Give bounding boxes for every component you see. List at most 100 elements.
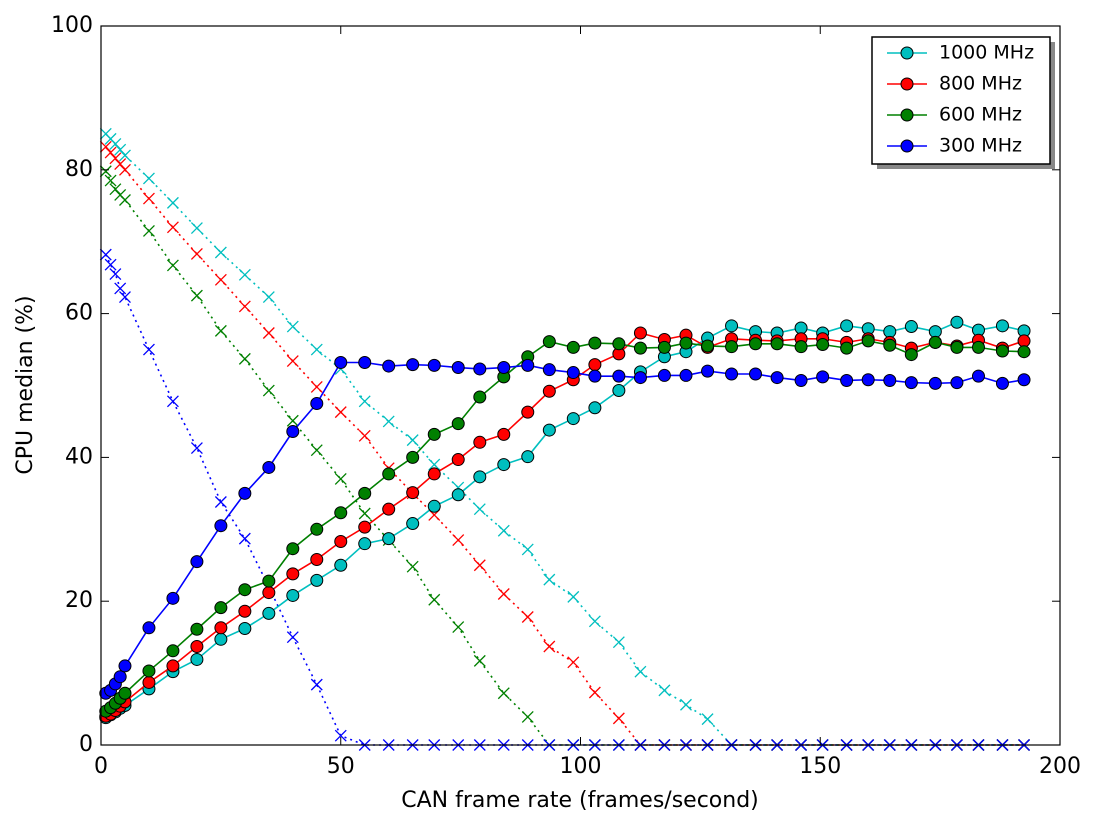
- point: [286, 542, 300, 556]
- point: [310, 396, 324, 410]
- point: [262, 586, 276, 600]
- point: [995, 319, 1009, 333]
- x-marker: [452, 534, 465, 547]
- point: [521, 358, 535, 372]
- point: [633, 371, 647, 385]
- x-tick-label: 200: [1039, 754, 1081, 779]
- point: [816, 370, 830, 384]
- legend-label: 600 MHz: [939, 104, 1022, 126]
- x-marker: [114, 143, 127, 156]
- point: [406, 358, 420, 372]
- x-marker: [262, 384, 275, 397]
- x-marker: [238, 300, 251, 313]
- point: [451, 361, 465, 375]
- point: [358, 537, 372, 551]
- x-marker: [310, 380, 323, 393]
- x-marker: [701, 713, 714, 726]
- x-tick-label: 0: [94, 754, 108, 779]
- x-marker: [358, 507, 371, 520]
- point: [928, 325, 942, 339]
- point: [497, 361, 511, 375]
- x-marker: [521, 543, 534, 556]
- point: [382, 532, 396, 546]
- x-marker: [428, 593, 441, 606]
- point: [473, 470, 487, 484]
- point: [770, 371, 784, 385]
- x-marker: [99, 165, 112, 178]
- legend-marker: [900, 139, 914, 153]
- point: [382, 467, 396, 481]
- legend-marker: [900, 46, 914, 60]
- point: [612, 384, 626, 398]
- x-marker: [166, 196, 179, 209]
- point: [633, 326, 647, 340]
- point: [473, 435, 487, 449]
- point: [473, 390, 487, 404]
- x-marker: [109, 183, 122, 196]
- point: [166, 644, 180, 658]
- y-tick-label: 100: [51, 13, 93, 38]
- x-tick-label: 150: [799, 754, 841, 779]
- point: [816, 338, 830, 352]
- point: [190, 622, 204, 636]
- x-marker: [119, 149, 131, 162]
- legend-marker: [900, 77, 914, 91]
- x-marker: [214, 246, 227, 259]
- x-marker: [334, 729, 347, 742]
- series-line: [105, 133, 1025, 746]
- point: [521, 450, 535, 464]
- point: [840, 341, 854, 355]
- x-marker: [334, 473, 347, 485]
- point: [950, 340, 964, 354]
- point: [358, 486, 372, 500]
- point: [542, 423, 556, 437]
- y-tick-label: 40: [65, 444, 93, 469]
- point: [427, 427, 441, 441]
- x-marker: [214, 273, 227, 286]
- point: [142, 621, 156, 635]
- point: [904, 348, 918, 362]
- point: [566, 412, 580, 426]
- point: [701, 364, 715, 378]
- x-marker: [119, 291, 131, 304]
- point: [262, 606, 276, 620]
- x-marker: [114, 158, 127, 171]
- x-marker: [543, 640, 556, 653]
- x-marker: [428, 458, 441, 471]
- x-marker: [473, 503, 486, 516]
- point: [521, 405, 535, 419]
- x-marker: [658, 684, 671, 697]
- x-marker: [452, 621, 465, 634]
- point: [166, 591, 180, 605]
- x-marker: [142, 224, 155, 237]
- x-marker: [190, 442, 203, 455]
- point: [612, 369, 626, 383]
- point: [334, 558, 348, 572]
- point: [612, 337, 626, 351]
- x-marker: [406, 560, 419, 573]
- point: [427, 358, 441, 372]
- x-marker: [99, 248, 112, 261]
- point: [406, 486, 420, 500]
- point: [190, 652, 204, 666]
- x-marker: [612, 636, 625, 649]
- x-marker: [262, 291, 275, 304]
- y-tick-label: 60: [65, 301, 93, 326]
- point: [451, 453, 465, 467]
- point: [840, 319, 854, 333]
- y-tick-label: 20: [65, 588, 93, 613]
- point: [1017, 345, 1031, 359]
- point: [928, 376, 942, 390]
- x-marker: [119, 163, 131, 176]
- point: [725, 367, 739, 381]
- point: [427, 467, 441, 481]
- point: [190, 639, 204, 653]
- point: [451, 488, 465, 502]
- point: [542, 335, 556, 349]
- point: [1017, 373, 1031, 387]
- point: [214, 519, 228, 533]
- x-marker: [286, 320, 299, 333]
- point: [794, 321, 808, 335]
- x-marker: [166, 395, 179, 408]
